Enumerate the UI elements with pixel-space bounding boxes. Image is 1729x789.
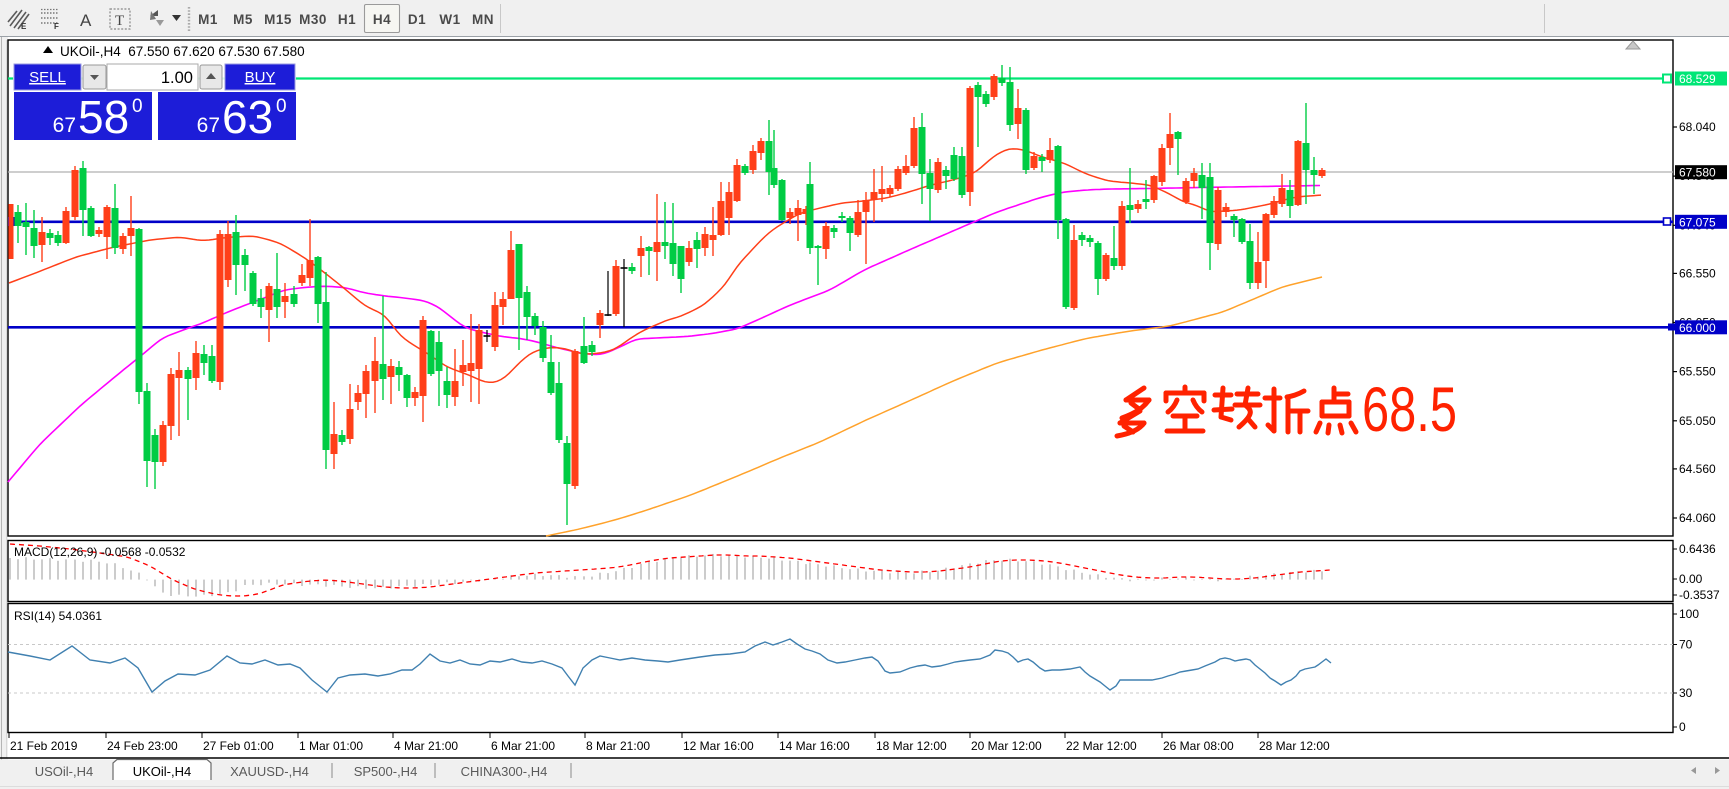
svg-text:-0.3537: -0.3537 [1679, 588, 1720, 602]
svg-text:66.550: 66.550 [1679, 266, 1716, 280]
svg-text:CHINA300-,H4: CHINA300-,H4 [461, 764, 548, 779]
svg-text:XAUUSD-,H4: XAUUSD-,H4 [230, 764, 309, 779]
svg-text:0: 0 [276, 96, 287, 117]
svg-text:UKOil-,H4 67.550 67.620 67.53: UKOil-,H4 67.550 67.620 67.530 67.580 [60, 44, 305, 59]
svg-text:F: F [54, 22, 59, 31]
svg-text:SP500-,H4: SP500-,H4 [354, 764, 418, 779]
svg-text:M15: M15 [264, 12, 292, 27]
svg-text:28 Mar 12:00: 28 Mar 12:00 [1259, 739, 1330, 753]
svg-text:65.550: 65.550 [1679, 365, 1716, 379]
svg-text:68.040: 68.040 [1679, 120, 1716, 134]
svg-text:T: T [115, 13, 124, 29]
svg-text:67.075: 67.075 [1679, 215, 1716, 229]
svg-text:M1: M1 [198, 12, 218, 27]
svg-text:66.000: 66.000 [1679, 321, 1716, 335]
svg-text:1 Mar 01:00: 1 Mar 01:00 [299, 739, 363, 753]
svg-text:67.580: 67.580 [1679, 166, 1716, 180]
svg-text:4 Mar 21:00: 4 Mar 21:00 [394, 739, 458, 753]
svg-text:H1: H1 [338, 12, 356, 27]
svg-text:UKOil-,H4: UKOil-,H4 [133, 764, 192, 779]
svg-text:67: 67 [53, 114, 76, 137]
svg-text:64.560: 64.560 [1679, 462, 1716, 476]
svg-text:E: E [21, 22, 27, 31]
svg-text:24 Feb 23:00: 24 Feb 23:00 [107, 739, 178, 753]
svg-text:58: 58 [78, 91, 129, 143]
svg-text:RSI(14) 54.0361: RSI(14) 54.0361 [14, 609, 102, 623]
svg-text:SELL: SELL [29, 69, 66, 86]
svg-text:100: 100 [1679, 607, 1699, 621]
svg-text:27 Feb 01:00: 27 Feb 01:00 [203, 739, 274, 753]
svg-text:1.00: 1.00 [161, 69, 193, 87]
svg-text:BUY: BUY [245, 69, 276, 86]
svg-text:21 Feb 2019: 21 Feb 2019 [10, 739, 78, 753]
svg-text:26 Mar 08:00: 26 Mar 08:00 [1163, 739, 1234, 753]
svg-text:67: 67 [197, 114, 220, 137]
svg-text:0.00: 0.00 [1679, 572, 1703, 586]
svg-text:22 Mar 12:00: 22 Mar 12:00 [1066, 739, 1137, 753]
svg-text:USOil-,H4: USOil-,H4 [35, 764, 94, 779]
svg-text:D1: D1 [408, 12, 426, 27]
svg-text:8 Mar 21:00: 8 Mar 21:00 [586, 739, 650, 753]
svg-text:H4: H4 [373, 12, 391, 27]
svg-text:W1: W1 [439, 12, 460, 27]
svg-text:30: 30 [1679, 686, 1693, 700]
svg-text:70: 70 [1679, 638, 1693, 652]
svg-text:0.6436: 0.6436 [1679, 542, 1716, 556]
svg-text:14 Mar 16:00: 14 Mar 16:00 [779, 739, 850, 753]
svg-text:A: A [80, 11, 92, 30]
svg-text:64.060: 64.060 [1679, 511, 1716, 525]
svg-text:65.050: 65.050 [1679, 414, 1716, 428]
svg-text:20 Mar 12:00: 20 Mar 12:00 [971, 739, 1042, 753]
svg-text:MN: MN [472, 12, 494, 27]
svg-text:6 Mar 21:00: 6 Mar 21:00 [491, 739, 555, 753]
svg-text:68.529: 68.529 [1679, 72, 1716, 86]
svg-text:M30: M30 [299, 12, 327, 27]
svg-text:0: 0 [1679, 720, 1686, 734]
svg-text:18 Mar 12:00: 18 Mar 12:00 [876, 739, 947, 753]
svg-text:12 Mar 16:00: 12 Mar 16:00 [683, 739, 754, 753]
svg-text:68.5: 68.5 [1362, 375, 1457, 445]
svg-text:0: 0 [132, 96, 143, 117]
svg-text:MACD(12,26,9) -0.0568 -0.0532: MACD(12,26,9) -0.0568 -0.0532 [14, 545, 186, 559]
svg-text:63: 63 [222, 91, 273, 143]
svg-text:M5: M5 [233, 12, 253, 27]
